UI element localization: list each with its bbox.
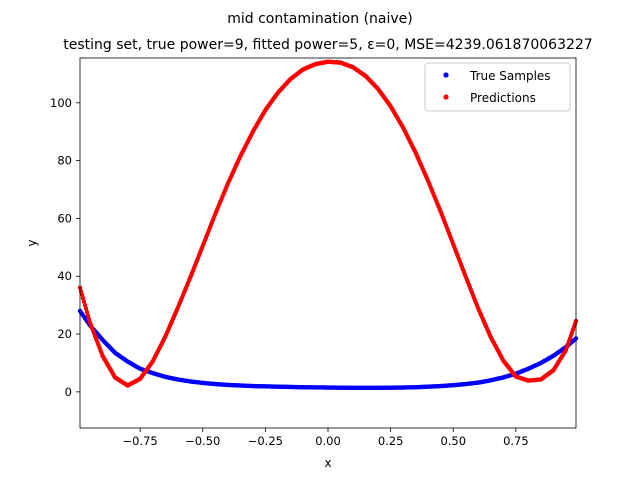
data-point bbox=[86, 316, 92, 322]
legend-marker-true-samples bbox=[443, 72, 449, 78]
x-tick-label: 0.50 bbox=[440, 434, 466, 448]
x-tick-label: −0.75 bbox=[122, 434, 157, 448]
x-tick-label: 0.75 bbox=[503, 434, 529, 448]
legend-box bbox=[424, 62, 571, 112]
data-point bbox=[80, 296, 86, 301]
chart-title: testing set, true power=9, fitted power=… bbox=[63, 37, 592, 53]
legend-label-true-samples: True Samples bbox=[469, 69, 551, 83]
plot-frame bbox=[80, 58, 576, 428]
x-tick-label: −0.25 bbox=[248, 434, 283, 448]
x-tick-label: 0.25 bbox=[378, 434, 404, 448]
series-predictions bbox=[77, 59, 579, 388]
legend-label-predictions: Predictions bbox=[470, 91, 536, 105]
y-tick-label: 60 bbox=[57, 211, 72, 225]
x-axis-ticks: −0.75 −0.50 −0.25 0.00 0.25 0.50 0.75 bbox=[122, 428, 529, 448]
x-tick-label: 0.00 bbox=[315, 434, 341, 448]
data-point bbox=[79, 292, 85, 297]
chart-suptitle: mid contamination (naive) bbox=[227, 11, 412, 27]
y-axis-ticks: 0 20 40 60 80 100 bbox=[50, 96, 80, 399]
x-tick-label: −0.50 bbox=[185, 434, 220, 448]
legend-marker-predictions bbox=[443, 94, 449, 100]
y-tick-label: 20 bbox=[57, 327, 72, 341]
data-point bbox=[85, 313, 91, 318]
data-point bbox=[83, 306, 89, 311]
y-tick-label: 0 bbox=[65, 385, 72, 399]
data-point bbox=[81, 299, 87, 304]
data-point bbox=[84, 309, 90, 315]
y-axis-label: y bbox=[25, 239, 39, 246]
y-tick-label: 100 bbox=[50, 96, 72, 110]
legend: True Samples Predictions bbox=[424, 62, 571, 112]
x-axis-label: x bbox=[324, 456, 331, 470]
data-point bbox=[82, 302, 88, 308]
y-tick-label: 80 bbox=[57, 154, 72, 168]
plot-area bbox=[77, 57, 579, 429]
y-tick-label: 40 bbox=[57, 269, 72, 283]
series-layer bbox=[77, 59, 579, 391]
